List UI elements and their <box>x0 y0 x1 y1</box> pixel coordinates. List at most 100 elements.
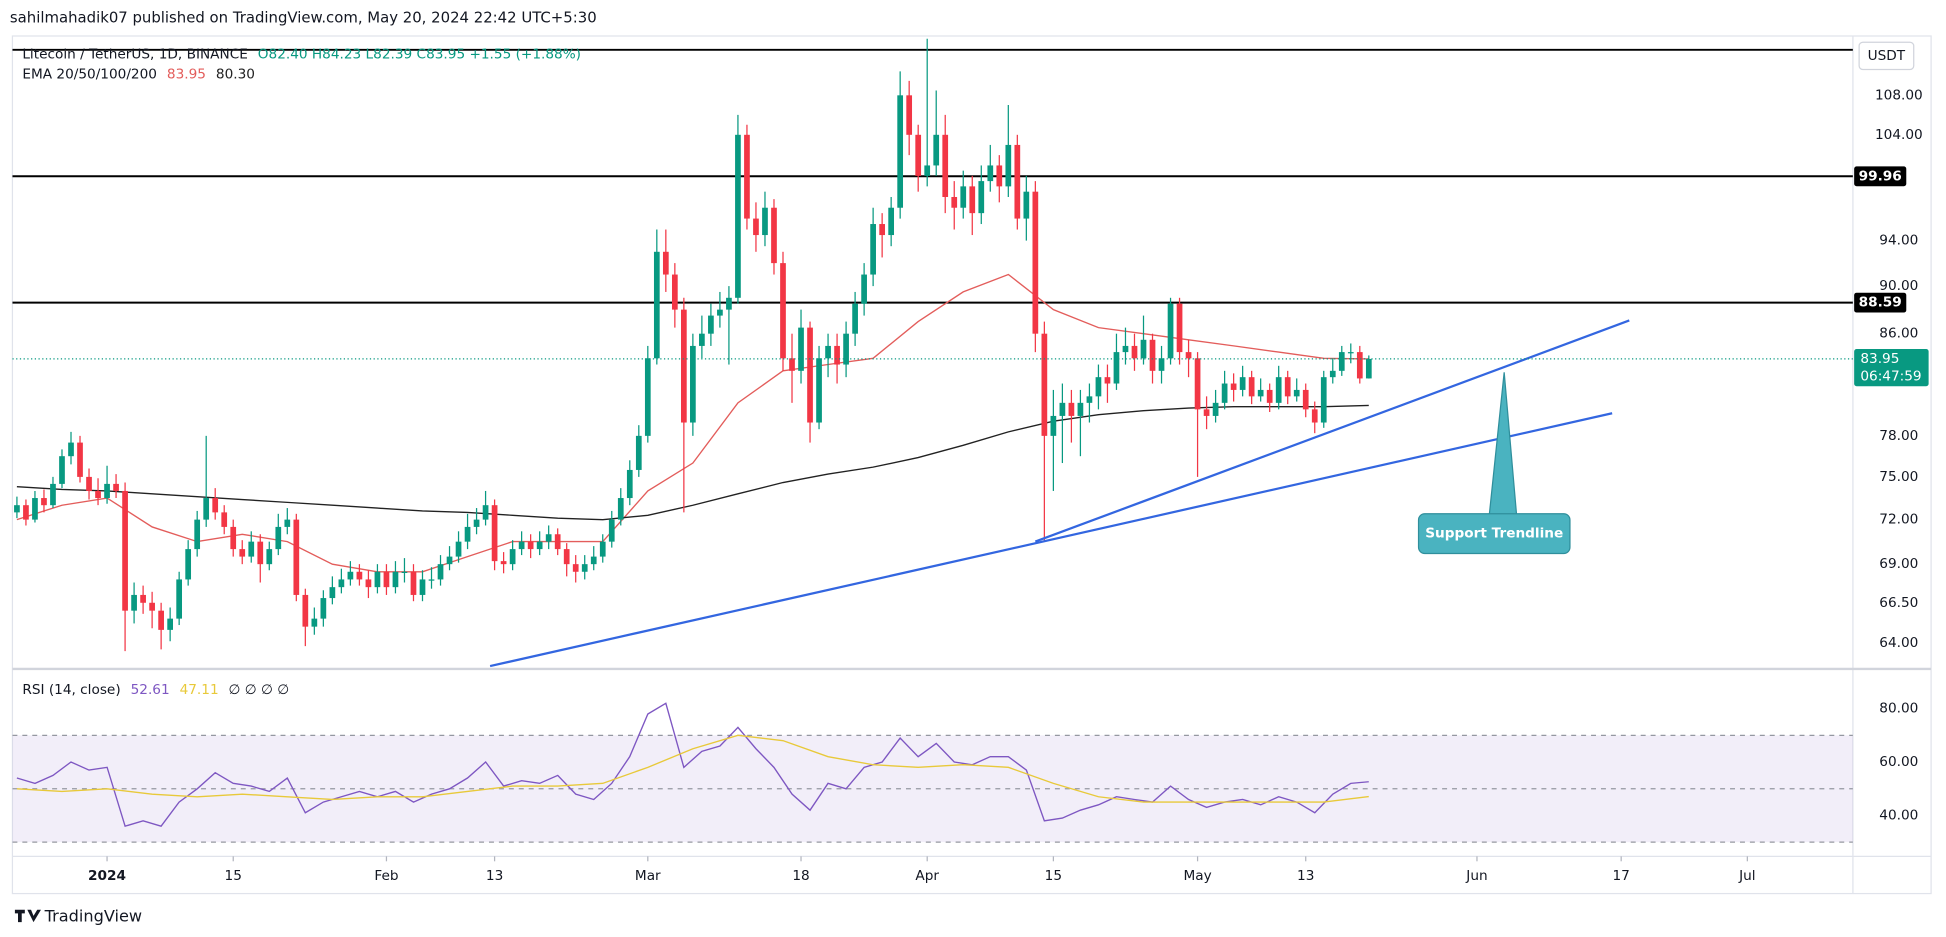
y-tick-label: 94.00 <box>1879 233 1918 249</box>
candle-body <box>1356 352 1363 379</box>
x-tick-label: 15 <box>225 868 242 884</box>
x-tick-label: Mar <box>635 868 661 884</box>
candle-body <box>617 498 624 520</box>
level-label: 99.96 <box>1859 168 1902 184</box>
logo: TradingView <box>44 907 142 926</box>
candle-body <box>1230 383 1237 390</box>
candle-body <box>717 309 723 316</box>
candle-body <box>401 571 408 574</box>
candle-body <box>140 594 146 603</box>
candle-body <box>1032 191 1039 334</box>
countdown: 06:47:59 <box>1860 368 1921 384</box>
candle-body <box>122 490 128 611</box>
candle-body <box>194 519 201 550</box>
y-tick-label: 60.00 <box>1879 754 1918 770</box>
candle-body <box>825 345 831 359</box>
candle-body <box>834 345 840 365</box>
candle-body <box>320 598 327 619</box>
symbol-title: Litecoin / TetherUS, 1D, BINANCE <box>22 47 248 63</box>
candle-body <box>699 333 705 346</box>
logo-icon <box>14 909 41 923</box>
candle-body <box>599 541 606 557</box>
currency-box[interactable] <box>1858 41 1915 71</box>
candle-body <box>158 610 164 630</box>
candle-body <box>1347 352 1354 354</box>
rsi-line <box>16 702 1369 828</box>
candle-body <box>275 526 282 550</box>
x-tick-label: Feb <box>374 868 398 884</box>
annotation-text: Support Trendline <box>1425 526 1563 542</box>
candle-body <box>1149 339 1156 371</box>
y-tick-label: 75.00 <box>1879 469 1918 485</box>
candle-body <box>347 571 354 580</box>
candle-body <box>1023 191 1030 219</box>
candle-body <box>960 186 967 208</box>
candle-body <box>419 579 426 595</box>
candle-body <box>356 571 363 580</box>
x-tick-label: Jul <box>1738 868 1755 884</box>
candle-body <box>1248 377 1255 397</box>
candle-body <box>482 505 489 520</box>
y-tick-label: 86.00 <box>1879 326 1918 342</box>
candle-body <box>1077 402 1084 416</box>
candle-body <box>870 224 876 275</box>
candle-body <box>221 512 228 527</box>
candle-body <box>1275 377 1282 403</box>
ema-line <box>16 404 1369 521</box>
candle-body <box>329 587 336 599</box>
rsi-value: 52.61 <box>131 682 170 698</box>
candle-body <box>1212 402 1219 416</box>
x-tick-label: Apr <box>915 868 939 884</box>
candle-body <box>536 541 543 550</box>
byline: sahilmahadik07 published on TradingView.… <box>10 9 597 27</box>
candle-body <box>1239 377 1246 390</box>
candle-body <box>771 207 777 264</box>
candle-body <box>1257 389 1264 397</box>
currency: USDT <box>1868 48 1906 64</box>
candle-body <box>248 541 255 557</box>
candle-body <box>545 534 552 542</box>
candle-body <box>1194 358 1201 410</box>
rsi-value: 47.11 <box>180 682 219 698</box>
candle-body <box>942 134 949 197</box>
candle-body <box>1329 370 1336 378</box>
x-tick-label: 13 <box>1297 868 1314 884</box>
candle-body <box>437 564 444 580</box>
last-price-box <box>1854 349 1929 387</box>
candle-body <box>1086 396 1093 403</box>
candle-body <box>572 564 579 572</box>
candle-body <box>1122 345 1129 353</box>
last-price: 83.95 <box>1860 351 1899 367</box>
candle-body <box>59 456 65 484</box>
candle-body <box>14 505 20 513</box>
y-tick-label: 90.00 <box>1879 278 1918 294</box>
level-label-box <box>1854 166 1907 187</box>
x-tick-label: 2024 <box>88 868 126 884</box>
ema-value: 83.95 <box>167 66 206 82</box>
candle-body <box>635 435 642 470</box>
candle-body <box>590 556 597 565</box>
candle-body <box>978 181 985 214</box>
candle-body <box>257 541 264 565</box>
ema-legend: EMA 20/50/100/200 83.95 80.30 <box>22 66 255 82</box>
rsi-pane <box>12 702 1853 843</box>
candle-body <box>176 579 183 619</box>
candle-body <box>1176 303 1183 353</box>
candle-body <box>888 207 895 236</box>
candle-body <box>1014 144 1021 219</box>
candle-body <box>509 549 516 565</box>
candle-body <box>735 134 741 298</box>
overlay: Litecoin / TetherUS, 1D, BINANCE O82.40 H… <box>14 41 1929 926</box>
candle-body <box>780 263 786 359</box>
candle-body <box>1221 383 1228 403</box>
candle-body <box>446 556 453 565</box>
candle-body <box>338 579 345 588</box>
candle-body <box>1311 409 1318 423</box>
candle-body <box>68 442 74 457</box>
candle-body <box>662 251 669 275</box>
level-label: 88.59 <box>1859 295 1902 311</box>
candle-body <box>473 519 480 527</box>
candle-body <box>1140 339 1147 359</box>
candle-body <box>284 519 291 527</box>
